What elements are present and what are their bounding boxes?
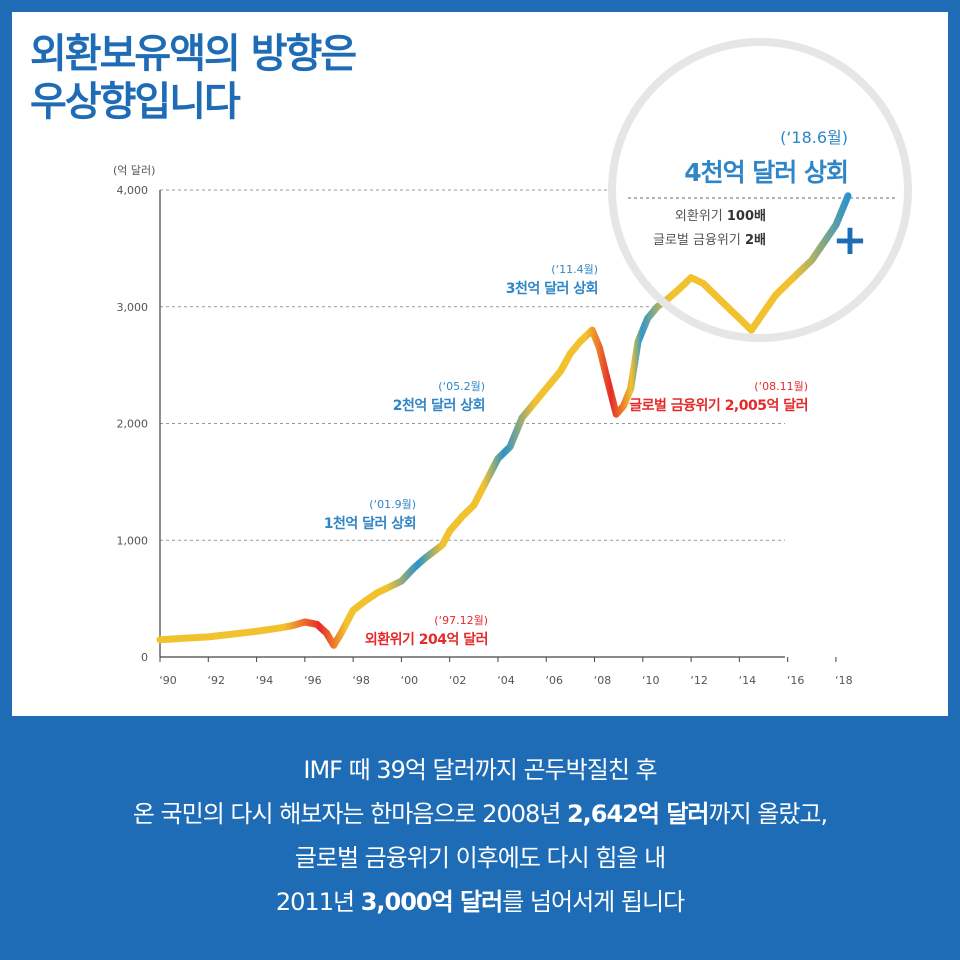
caption-line-2: 온 국민의 다시 해보자는 한마음으로 2008년 2,642억 달러까지 올랐… bbox=[132, 800, 828, 828]
caption: IMF 때 39억 달러까지 곤두박질친 후 온 국민의 다시 해보자는 한마음… bbox=[0, 748, 960, 924]
annotation-date: (‘97.12월) bbox=[434, 614, 488, 627]
annotation-date: (‘11.4월) bbox=[551, 263, 598, 276]
x-tick-label: ‘06 bbox=[545, 674, 563, 687]
title-line-2: 우상향입니다 bbox=[30, 79, 241, 125]
annotation-date: (‘01.9월) bbox=[369, 498, 416, 511]
annotation-text: 3천억 달러 상회 bbox=[506, 281, 598, 297]
y-tick-label: 4,000 bbox=[117, 184, 149, 197]
y-tick-label: 0 bbox=[141, 651, 148, 664]
caption-line-3: 글로벌 금융위기 이후에도 다시 힘을 내 bbox=[294, 844, 666, 872]
page-title: 외환보유액의 방향은 우상향입니다 bbox=[30, 30, 357, 126]
x-tick-label: ‘92 bbox=[208, 674, 226, 687]
x-tick-label: ‘04 bbox=[497, 674, 515, 687]
x-tick-label: ‘18 bbox=[835, 674, 853, 687]
annotation-date: (‘08.11월) bbox=[754, 380, 808, 393]
x-tick-label: ‘14 bbox=[739, 674, 757, 687]
y-unit-label: (억 달러) bbox=[113, 164, 155, 177]
callout-headline: 4천억 달러 상회 bbox=[684, 158, 848, 187]
x-tick-label: ‘98 bbox=[352, 674, 370, 687]
y-tick-label: 1,000 bbox=[117, 534, 149, 547]
caption-line-4: 2011년 3,000억 달러를 넘어서게 됩니다 bbox=[275, 888, 685, 916]
y-axis: 0 1,000 2,000 3,000 4,000 bbox=[117, 184, 785, 664]
x-tick-label: ‘10 bbox=[642, 674, 660, 687]
x-tick-label: ‘08 bbox=[594, 674, 612, 687]
callout-line-2: 글로벌 금융위기 2배 bbox=[653, 232, 766, 248]
annotation-label: (‘08.11월) 글로벌 금융위기 2,005억 달러 bbox=[629, 380, 808, 414]
callout-magnifier: (‘18.6월) 4천억 달러 상회 외환위기 100배 글로벌 금융위기 2배… bbox=[608, 38, 912, 342]
annotation-label: (‘97.12월) 외환위기 204억 달러 bbox=[365, 614, 489, 648]
title-line-1: 외환보유액의 방향은 bbox=[30, 31, 357, 77]
annotation-label: (‘01.9월) 1천억 달러 상회 bbox=[324, 498, 417, 532]
reserves-line-chart: 0 1,000 2,000 3,000 4,000 ‘90 ‘92 ‘94 ‘96 ‘98 ‘00… bbox=[113, 38, 912, 687]
y-tick-label: 2,000 bbox=[117, 418, 149, 431]
callout-series-line bbox=[612, 192, 852, 338]
annotation-label: (‘05.2월) 2천억 달러 상회 bbox=[393, 380, 486, 414]
annotation-text: 외환위기 204억 달러 bbox=[365, 631, 488, 648]
annotation-text: 1천억 달러 상회 bbox=[324, 516, 416, 532]
x-tick-label: ‘90 bbox=[159, 674, 177, 687]
callout-date: (‘18.6월) bbox=[780, 128, 848, 147]
x-tick-label: ‘94 bbox=[256, 674, 274, 687]
annotation-label: (‘11.4월) 3천억 달러 상회 bbox=[506, 263, 599, 297]
x-tick-label: ‘12 bbox=[690, 674, 708, 687]
x-tick-label: ‘00 bbox=[401, 674, 419, 687]
annotation-text: 2천억 달러 상회 bbox=[393, 398, 485, 414]
callout-line-1: 외환위기 100배 bbox=[675, 208, 766, 224]
annotation-text: 글로벌 금융위기 2,005억 달러 bbox=[629, 397, 808, 414]
x-tick-label: ‘96 bbox=[304, 674, 322, 687]
plus-icon: + bbox=[832, 215, 867, 264]
annotation-date: (‘05.2월) bbox=[438, 380, 485, 393]
x-axis: ‘90 ‘92 ‘94 ‘96 ‘98 ‘00 ‘02 ‘04 ‘06 ‘08 ‘10 ‘12 ‘14 ‘… bbox=[159, 656, 853, 687]
x-tick-label: ‘16 bbox=[787, 674, 805, 687]
x-tick-label: ‘02 bbox=[449, 674, 467, 687]
annotations: (‘97.12월)외환위기 204억 달러(‘01.9월)1천억 달러 상회(‘… bbox=[324, 263, 809, 648]
y-tick-label: 3,000 bbox=[117, 301, 149, 314]
caption-line-1: IMF 때 39억 달러까지 곤두박질친 후 bbox=[303, 756, 657, 784]
